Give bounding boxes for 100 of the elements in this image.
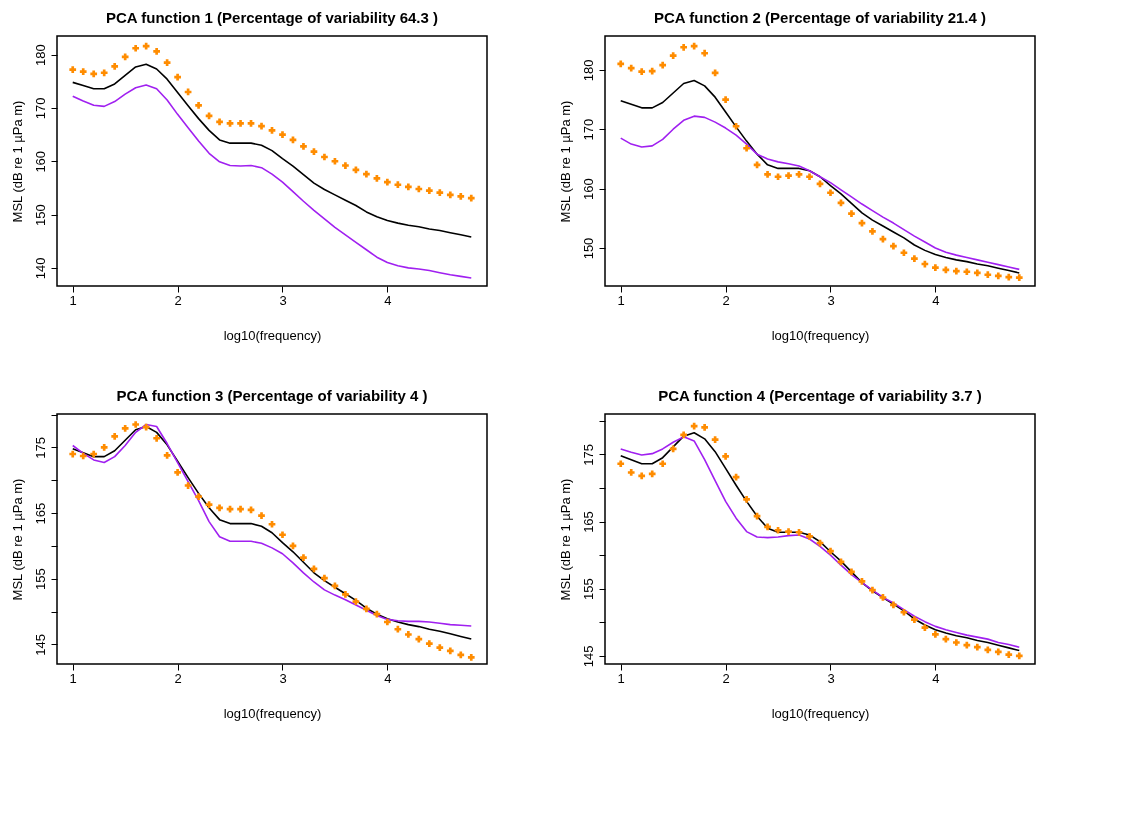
point [994, 272, 1002, 280]
y-tick-label: 180 [32, 44, 48, 67]
point [774, 173, 782, 181]
point [627, 64, 635, 72]
point [722, 452, 729, 460]
y-axis-title: MSL (dB re 1 µPa m) [557, 100, 573, 223]
point [806, 532, 813, 540]
point [163, 59, 171, 67]
point [900, 249, 908, 257]
x-tick-label: 3 [827, 292, 835, 308]
point [1015, 274, 1023, 282]
x-tick-label: 3 [279, 670, 287, 686]
point [648, 67, 656, 75]
point [205, 501, 213, 508]
point [848, 568, 855, 576]
point [184, 482, 192, 489]
point [963, 268, 971, 276]
point [415, 185, 423, 193]
point [69, 450, 77, 458]
point [310, 148, 318, 156]
point [764, 171, 771, 178]
point [100, 444, 108, 451]
point [79, 68, 87, 76]
point [121, 53, 129, 61]
point [711, 436, 719, 443]
point [404, 183, 412, 191]
point [795, 171, 803, 178]
point [352, 598, 360, 606]
y-tick-label: 180 [580, 59, 596, 82]
point [732, 473, 740, 481]
point [153, 48, 160, 55]
x-tick-label: 4 [384, 670, 392, 686]
point [994, 648, 1002, 656]
point [446, 647, 454, 655]
point [363, 170, 370, 178]
x-tick-label: 2 [174, 292, 182, 308]
point [659, 460, 667, 468]
point [638, 472, 646, 480]
chart-title: PCA function 1 (Percentage of variability 64.3 ) [105, 9, 439, 26]
point [384, 178, 391, 186]
point [342, 591, 349, 598]
point [932, 264, 939, 271]
point [879, 594, 887, 601]
point [90, 450, 98, 458]
y-tick-label: 170 [32, 97, 48, 120]
point [363, 605, 370, 613]
point [384, 618, 391, 626]
point [300, 142, 307, 150]
point [69, 66, 77, 73]
point [79, 452, 87, 460]
point [132, 44, 140, 52]
y-axis-title: MSL (dB re 1 µPa m) [9, 100, 25, 223]
point [321, 153, 328, 161]
point [973, 269, 981, 277]
point [785, 528, 792, 535]
point [268, 520, 276, 528]
point [711, 69, 719, 77]
x-tick-label: 1 [69, 292, 77, 308]
point [195, 101, 202, 109]
point [952, 639, 960, 646]
point [279, 531, 286, 539]
point [680, 431, 688, 439]
point [163, 451, 171, 459]
point [1005, 273, 1013, 281]
point [952, 267, 960, 275]
y-tick-label: 165 [32, 502, 48, 525]
point [153, 434, 160, 442]
x-tick-label: 2 [722, 292, 730, 308]
point [869, 586, 876, 594]
point [467, 654, 475, 661]
point [425, 187, 433, 194]
point [425, 640, 433, 648]
point [352, 166, 360, 174]
point [858, 577, 866, 585]
point [373, 174, 381, 182]
chart-title: PCA function 3 (Percentage of variability 4 ) [116, 387, 428, 404]
point [921, 624, 929, 632]
point [132, 421, 140, 428]
point [984, 271, 992, 279]
point [457, 193, 465, 200]
point [216, 504, 223, 512]
point [648, 470, 656, 478]
point [1005, 651, 1013, 658]
x-axis-title: log10(frequency) [771, 705, 870, 721]
x-axis-title: log10(frequency) [223, 327, 322, 343]
point [247, 506, 255, 514]
point [121, 425, 129, 432]
x-tick-label: 2 [722, 670, 730, 686]
point [174, 73, 181, 81]
point [701, 49, 708, 57]
point [764, 523, 771, 531]
point [258, 512, 265, 520]
point [701, 424, 708, 431]
point [911, 616, 918, 623]
point [321, 574, 328, 582]
point [659, 61, 667, 69]
y-tick-label: 175 [580, 443, 596, 466]
point [785, 172, 792, 179]
y-tick-label: 155 [32, 568, 48, 591]
point [743, 496, 750, 503]
